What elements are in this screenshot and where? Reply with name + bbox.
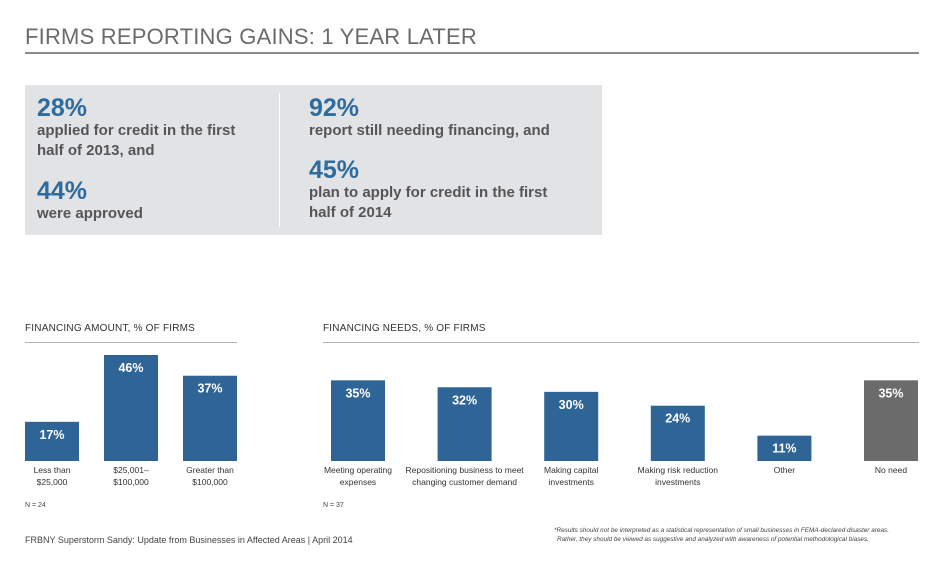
data-label: 35%: [878, 386, 903, 400]
data-label: 35%: [345, 386, 370, 400]
stat-still-needing: 92% report still needing financing, and: [309, 95, 550, 141]
financing-amount-chart: 17% Less than $25,000 46% $25,001– $100,000 37…: [25, 355, 237, 487]
data-label: 30%: [559, 398, 584, 412]
footnote-line: *Results should not be interpreted as a …: [554, 527, 889, 534]
stat-text-line: half of 2013, and: [37, 142, 155, 159]
stat-text-line: report still needing financing, and: [309, 122, 550, 139]
stat-approved: 44% were approved: [37, 178, 143, 224]
chart-title-financing-amount: FINANCING AMOUNT, % OF FIRMS: [25, 323, 196, 334]
category-label: Meeting operating: [324, 465, 392, 475]
category-label: Less than: [34, 465, 71, 475]
data-label: 37%: [197, 382, 222, 396]
stat-value: 45%: [309, 156, 360, 184]
bar: [183, 375, 237, 461]
bar: [25, 421, 79, 461]
data-label: 32%: [452, 393, 477, 407]
sample-size-note: N = 24: [25, 502, 46, 509]
chart-title-financing-needs: FINANCING NEEDS, % OF FIRMS: [323, 323, 486, 334]
category-label: Making risk reduction: [638, 465, 719, 475]
stats-divider: [279, 93, 280, 227]
category-label: Other: [774, 465, 795, 475]
title-divider: [25, 52, 919, 54]
data-label: 17%: [39, 428, 64, 442]
footnote-line: Rather, they should be viewed as suggest…: [557, 536, 869, 543]
stat-value: 92%: [309, 94, 360, 122]
category-label: investments: [549, 477, 594, 487]
stat-text-line: half of 2014: [309, 204, 392, 221]
stat-applied: 28% applied for credit in the first half…: [37, 95, 235, 161]
bar: [437, 387, 492, 461]
data-label: 11%: [772, 442, 796, 456]
bar: [104, 355, 158, 461]
category-label: expenses: [340, 477, 376, 487]
data-label: 24%: [665, 412, 690, 426]
chart-title-rule: [25, 342, 237, 343]
footer-source: FRBNY Superstorm Sandy: Update from Busi…: [25, 535, 353, 545]
stat-value: 44%: [37, 177, 88, 205]
stat-text-line: plan to apply for credit in the first: [309, 184, 548, 201]
category-label: Repositioning business to meet: [406, 465, 525, 475]
category-label: $100,000: [113, 477, 149, 487]
bar: [650, 405, 705, 461]
category-label: $25,000: [37, 477, 68, 487]
financing-needs-chart: 35% Meeting operating expenses 32% Repositio…: [324, 380, 918, 487]
bar: [544, 391, 599, 461]
stat-text-line: applied for credit in the first: [37, 122, 236, 139]
bar: [757, 435, 812, 461]
category-label: $100,000: [192, 477, 228, 487]
stat-plan-to-apply: 45% plan to apply for credit in the firs…: [309, 157, 547, 223]
category-label: Making capital: [544, 465, 598, 475]
chart-title-rule: [323, 342, 919, 343]
stats-box: 28% applied for credit in the first half…: [25, 85, 602, 235]
category-label: changing customer demand: [412, 477, 517, 487]
bar: [864, 380, 918, 461]
bar: [331, 380, 385, 461]
category-label: investments: [655, 477, 700, 487]
sample-size-note: N = 37: [323, 502, 344, 509]
category-label: No need: [875, 465, 907, 475]
stat-value: 28%: [37, 94, 88, 122]
page-title: FIRMS REPORTING GAINS: 1 YEAR LATER: [25, 24, 477, 49]
stat-text-line: were approved: [37, 205, 143, 222]
footnote: *Results should not be interpreted as a …: [554, 526, 929, 544]
data-label: 46%: [118, 361, 143, 375]
category-label: Greater than: [186, 465, 234, 475]
category-label: $25,001–: [113, 465, 149, 475]
